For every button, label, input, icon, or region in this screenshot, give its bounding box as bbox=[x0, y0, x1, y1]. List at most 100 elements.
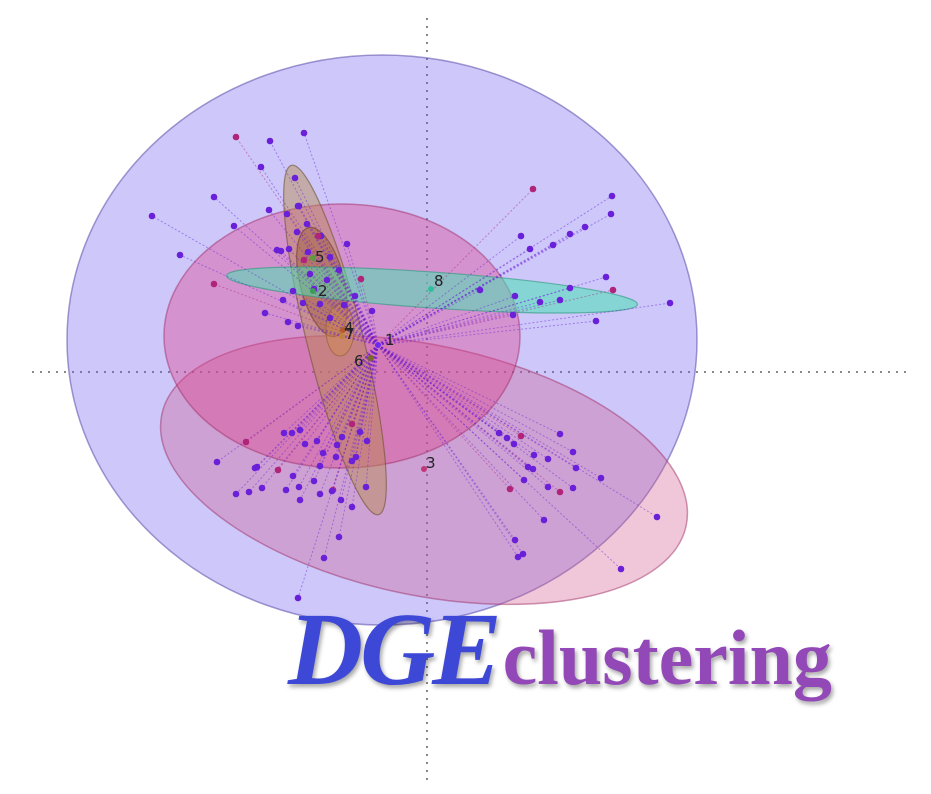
data-point bbox=[607, 210, 615, 218]
connection-line bbox=[377, 302, 671, 346]
connection-line bbox=[296, 231, 379, 346]
data-point bbox=[300, 129, 308, 137]
connection-line bbox=[297, 344, 379, 599]
data-point bbox=[265, 206, 273, 214]
data-point bbox=[529, 465, 537, 473]
connection-line bbox=[299, 344, 379, 431]
connection-line bbox=[322, 344, 379, 454]
connection-line bbox=[298, 344, 379, 488]
connection-line bbox=[307, 251, 379, 346]
data-point bbox=[530, 451, 538, 459]
connection-line bbox=[377, 314, 514, 346]
connection-line bbox=[346, 243, 379, 346]
connection-line bbox=[313, 344, 379, 482]
data-point bbox=[556, 488, 564, 496]
connection-line bbox=[371, 310, 379, 346]
connection-line bbox=[269, 140, 379, 346]
connection-line bbox=[377, 213, 612, 346]
data-point bbox=[294, 202, 302, 210]
data-point bbox=[348, 457, 356, 465]
connection-line bbox=[282, 299, 379, 346]
connection-line bbox=[297, 325, 379, 346]
connection-line bbox=[151, 215, 379, 346]
data-point bbox=[332, 453, 340, 461]
data-point bbox=[340, 301, 348, 309]
connection-line bbox=[320, 235, 379, 346]
data-point bbox=[316, 462, 324, 470]
data-point bbox=[368, 307, 376, 315]
connection-line bbox=[343, 304, 379, 346]
centroid-6 bbox=[368, 355, 374, 361]
connection-line bbox=[268, 209, 379, 346]
connection-line bbox=[377, 289, 481, 346]
connection-line bbox=[377, 233, 571, 346]
connection-line bbox=[291, 344, 379, 434]
data-point bbox=[592, 317, 600, 325]
data-point bbox=[289, 472, 297, 480]
data-point bbox=[304, 248, 312, 256]
centroid-4 bbox=[340, 327, 346, 333]
data-point bbox=[517, 432, 525, 440]
data-point bbox=[509, 311, 517, 319]
connection-line bbox=[277, 344, 379, 471]
data-point bbox=[556, 296, 564, 304]
data-point bbox=[242, 438, 250, 446]
connection-line bbox=[299, 344, 379, 501]
connection-line bbox=[377, 289, 614, 346]
data-point bbox=[357, 275, 365, 283]
data-point bbox=[282, 486, 290, 494]
data-point bbox=[294, 594, 302, 602]
connection-line bbox=[303, 132, 379, 346]
connection-line bbox=[213, 283, 379, 346]
connection-line bbox=[256, 344, 379, 468]
cluster-ellipse-1 bbox=[66, 54, 698, 626]
data-point bbox=[306, 270, 314, 278]
data-point bbox=[510, 440, 518, 448]
connection-line bbox=[294, 177, 379, 346]
connection-line bbox=[377, 295, 516, 346]
connection-line bbox=[377, 344, 658, 518]
connection-line bbox=[309, 273, 379, 346]
connection-line bbox=[329, 256, 379, 346]
cluster-label-6: 6 bbox=[354, 352, 364, 370]
connection-line bbox=[377, 248, 531, 346]
connection-line bbox=[377, 344, 574, 453]
connection-line bbox=[377, 344, 549, 488]
connection-line bbox=[377, 235, 522, 346]
connection-line bbox=[245, 344, 379, 443]
connection-line bbox=[213, 196, 379, 346]
centroid-2 bbox=[310, 288, 316, 294]
connection-line bbox=[377, 344, 561, 493]
data-point bbox=[323, 276, 331, 284]
data-point bbox=[148, 212, 156, 220]
connection-line bbox=[377, 344, 508, 439]
data-point bbox=[313, 437, 321, 445]
data-point bbox=[511, 536, 519, 544]
data-point bbox=[232, 490, 240, 498]
data-point bbox=[257, 163, 265, 171]
data-point bbox=[348, 503, 356, 511]
data-point bbox=[363, 437, 371, 445]
connection-line bbox=[377, 188, 534, 346]
connection-line bbox=[377, 344, 602, 479]
data-point bbox=[300, 256, 308, 264]
connection-line bbox=[377, 344, 522, 437]
data-point bbox=[288, 429, 296, 437]
data-point bbox=[333, 441, 341, 449]
centroid-1 bbox=[375, 342, 381, 348]
data-point bbox=[666, 299, 674, 307]
centroid-7 bbox=[339, 333, 345, 339]
data-point bbox=[232, 133, 240, 141]
connection-line bbox=[306, 223, 379, 346]
data-point bbox=[338, 433, 346, 441]
connection-line bbox=[377, 344, 529, 468]
data-point bbox=[296, 496, 304, 504]
data-point bbox=[524, 463, 532, 471]
data-point bbox=[210, 280, 218, 288]
data-point bbox=[566, 230, 574, 238]
cluster-label-3: 3 bbox=[426, 454, 436, 472]
connection-line bbox=[377, 344, 525, 481]
data-point bbox=[569, 484, 577, 492]
connection-line bbox=[377, 320, 597, 346]
data-point bbox=[529, 185, 537, 193]
